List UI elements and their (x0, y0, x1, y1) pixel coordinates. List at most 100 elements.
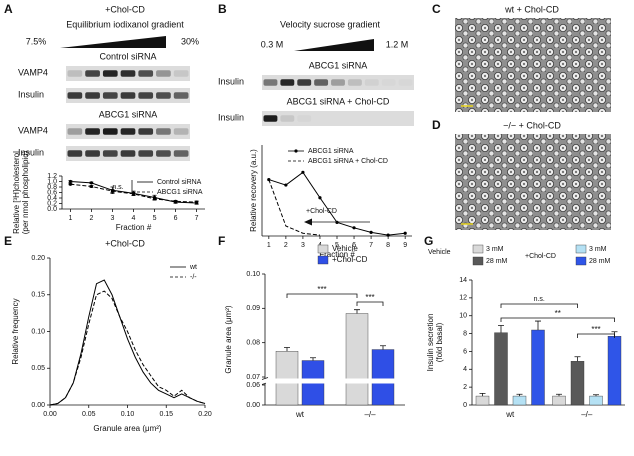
blot-title: ABCG1 siRNA + Chol-CD (287, 96, 390, 106)
gradient-label: 7.5% (26, 36, 47, 46)
gradient-label: 30% (181, 36, 199, 46)
blot-band (297, 115, 311, 122)
y-axis-label: (fold basal) (435, 322, 444, 362)
x-axis-label: Fraction # (116, 223, 152, 232)
bar (475, 395, 490, 406)
y-tick-label: 12 (459, 295, 467, 302)
chart-title: Velocity sucrose gradient (280, 19, 381, 29)
gradient-label: 0.3 M (261, 39, 284, 49)
blot-band (173, 128, 189, 135)
blot-band (173, 92, 189, 99)
error-bar (535, 320, 541, 330)
y-tick-label: 10 (459, 313, 467, 320)
y-tick-label: 0.2 (47, 200, 57, 207)
data-point (284, 183, 288, 187)
x-axis-label: Fraction # (319, 250, 355, 259)
legend-swatch (472, 244, 484, 254)
y-tick-label: 4 (463, 366, 467, 373)
blot-row-label: VAMP4 (18, 67, 48, 77)
blot-band (280, 115, 295, 122)
data-point (318, 196, 322, 200)
blot-band (67, 70, 83, 77)
y-axis-label: Relative [³H]cholesterol (12, 151, 21, 234)
x-tick-label: 1 (267, 242, 271, 249)
blot-band (314, 79, 329, 86)
error-bar (498, 325, 504, 333)
bar (275, 351, 299, 406)
legend-label: ABCG1 siRNA + Chol-CD (308, 158, 388, 165)
series-line (268, 179, 321, 236)
blot-band (85, 70, 100, 77)
bar (531, 329, 545, 406)
data-point (68, 179, 73, 184)
annotation: n.s. (534, 296, 545, 303)
image-caption: −/− + Chol-CD (503, 120, 561, 130)
blot-band (156, 92, 171, 99)
legend-label: -/- (190, 274, 197, 281)
y-axis-label: (per nmol phospholipid) (21, 150, 30, 234)
y-axis-label: Relative recovery (a.u.) (249, 149, 258, 232)
x-tick-label: –/– (581, 410, 593, 419)
blot-band (120, 70, 136, 77)
error-bar (380, 345, 386, 350)
significance-bracket (286, 293, 358, 298)
blot-band (85, 128, 100, 135)
blot-band (102, 150, 118, 157)
y-tick-label: 0.10 (246, 271, 260, 278)
x-tick-label: 5 (153, 215, 157, 222)
significance-bracket (577, 333, 615, 338)
blot-band (120, 150, 136, 157)
x-tick-label: 0.20 (198, 411, 212, 418)
gradient-wedge (60, 36, 166, 48)
arrow-head (304, 218, 312, 226)
blot (262, 75, 414, 90)
y-axis-label: Granule area (μm²) (224, 305, 233, 374)
data-point (194, 200, 199, 204)
significance-bracket (500, 317, 615, 322)
legend-swatch (575, 244, 587, 254)
panel-letter: D (432, 118, 441, 132)
y-tick-label: 0 (463, 402, 467, 409)
data-point (352, 226, 356, 230)
data-point (301, 170, 305, 174)
y-tick-label: 0.8 (47, 184, 57, 191)
micrograph (455, 18, 611, 112)
x-tick-label: 6 (352, 242, 356, 249)
annotation: *** (365, 293, 374, 302)
y-tick-label: 0.06 (246, 382, 260, 389)
y-tick-label: 1.0 (47, 178, 57, 185)
legend-group-title: Vehicle (428, 249, 451, 256)
annotation: *** (317, 285, 326, 294)
y-tick-label: 0.20 (31, 255, 45, 262)
blot-band (120, 128, 136, 135)
legend-label: 28 mM (589, 258, 611, 265)
bar (345, 313, 369, 406)
blot-band (156, 128, 171, 135)
axis-break (261, 377, 269, 380)
y-tick-label: 0.08 (246, 340, 260, 347)
legend-label: 3 mM (486, 246, 504, 253)
image-caption: wt + Chol-CD (504, 4, 559, 14)
blot-band (138, 128, 154, 135)
data-point (89, 184, 94, 189)
y-tick-label: 0.00 (31, 402, 45, 409)
y-tick-label: 0.0 (47, 206, 57, 213)
annotation: +Chol-CD (306, 208, 337, 215)
x-axis-label: Granule area (μm²) (93, 424, 162, 433)
panel-letter: C (432, 2, 441, 16)
y-tick-label: 0.15 (31, 292, 45, 299)
legend-label: 28 mM (486, 258, 508, 265)
panel-letter: B (218, 2, 227, 16)
blot-band (85, 150, 100, 157)
blot-band (280, 79, 295, 86)
data-point (152, 197, 157, 201)
blot-band (156, 150, 171, 157)
legend-label: Control siRNA (157, 179, 202, 186)
x-tick-label: 1 (68, 215, 72, 222)
error-bar (310, 357, 316, 361)
micrograph (455, 134, 611, 230)
blot-row-label: Insulin (18, 89, 44, 99)
error-bar (354, 309, 360, 314)
